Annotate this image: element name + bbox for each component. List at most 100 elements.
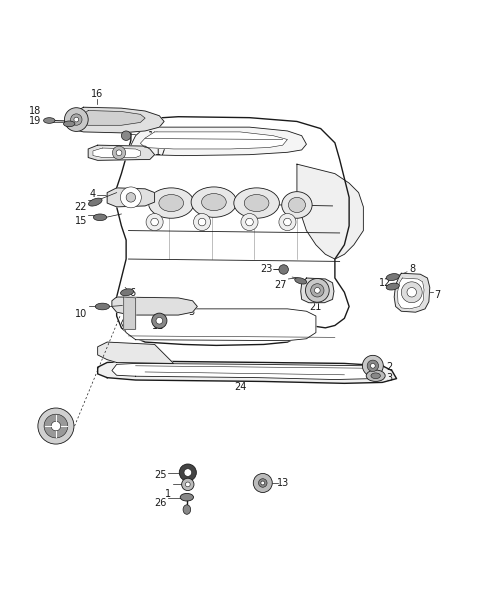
Text: 24: 24 xyxy=(234,382,246,392)
Text: 7: 7 xyxy=(434,290,441,299)
Ellipse shape xyxy=(44,118,55,124)
Polygon shape xyxy=(140,132,288,149)
Text: 9: 9 xyxy=(49,427,56,437)
Circle shape xyxy=(314,287,320,293)
Ellipse shape xyxy=(94,214,107,220)
Polygon shape xyxy=(107,188,155,207)
Ellipse shape xyxy=(63,121,75,127)
Circle shape xyxy=(407,287,417,297)
Circle shape xyxy=(184,469,192,476)
Polygon shape xyxy=(124,297,136,329)
Circle shape xyxy=(74,117,79,122)
Text: 11: 11 xyxy=(152,321,165,331)
Text: 27: 27 xyxy=(274,280,287,290)
Polygon shape xyxy=(397,278,424,309)
Text: 10: 10 xyxy=(75,309,87,318)
Ellipse shape xyxy=(386,274,399,280)
Circle shape xyxy=(146,213,163,230)
Text: 1: 1 xyxy=(165,489,171,499)
Circle shape xyxy=(112,146,126,159)
Text: 4: 4 xyxy=(89,188,96,198)
Text: 12: 12 xyxy=(380,278,392,287)
Ellipse shape xyxy=(148,188,194,218)
Circle shape xyxy=(401,282,422,303)
Text: 23: 23 xyxy=(260,264,272,274)
Polygon shape xyxy=(64,108,164,133)
Polygon shape xyxy=(117,116,349,345)
Text: 8: 8 xyxy=(410,264,416,274)
Circle shape xyxy=(246,218,253,226)
Ellipse shape xyxy=(159,194,183,211)
Text: 17: 17 xyxy=(155,147,167,157)
Circle shape xyxy=(116,150,122,156)
Circle shape xyxy=(253,473,272,492)
Text: 6: 6 xyxy=(130,288,136,298)
Ellipse shape xyxy=(244,194,269,211)
Polygon shape xyxy=(112,297,197,315)
Circle shape xyxy=(51,421,60,431)
Text: 21: 21 xyxy=(309,302,321,312)
Ellipse shape xyxy=(371,373,381,378)
Ellipse shape xyxy=(366,370,385,381)
Circle shape xyxy=(44,414,68,438)
Text: 22: 22 xyxy=(75,202,87,212)
Circle shape xyxy=(181,478,194,491)
Circle shape xyxy=(126,192,136,202)
Polygon shape xyxy=(301,278,334,303)
Ellipse shape xyxy=(202,194,226,211)
Circle shape xyxy=(179,464,196,481)
Text: 16: 16 xyxy=(91,89,103,99)
Circle shape xyxy=(279,213,296,230)
Ellipse shape xyxy=(282,192,312,218)
Circle shape xyxy=(198,218,206,226)
Text: 3: 3 xyxy=(386,372,392,383)
Circle shape xyxy=(305,279,329,302)
Circle shape xyxy=(261,481,264,485)
Ellipse shape xyxy=(386,283,399,290)
Circle shape xyxy=(259,479,267,487)
Text: 25: 25 xyxy=(154,470,167,480)
Ellipse shape xyxy=(180,494,193,501)
Ellipse shape xyxy=(295,277,307,284)
Polygon shape xyxy=(79,110,145,125)
Text: 2: 2 xyxy=(386,362,392,372)
Text: 13: 13 xyxy=(277,478,289,488)
Polygon shape xyxy=(112,364,373,380)
Circle shape xyxy=(71,114,82,125)
Circle shape xyxy=(193,213,211,230)
Text: 5: 5 xyxy=(188,307,194,317)
Text: 18: 18 xyxy=(28,106,41,116)
Circle shape xyxy=(279,265,288,274)
Polygon shape xyxy=(97,342,174,364)
Text: 14: 14 xyxy=(147,131,160,141)
Polygon shape xyxy=(97,361,396,383)
Circle shape xyxy=(151,218,158,226)
Polygon shape xyxy=(297,164,363,259)
Ellipse shape xyxy=(88,198,102,206)
Circle shape xyxy=(156,317,163,324)
Circle shape xyxy=(121,131,131,140)
Polygon shape xyxy=(93,148,140,157)
Ellipse shape xyxy=(234,188,279,218)
Circle shape xyxy=(284,218,291,226)
Circle shape xyxy=(371,364,375,368)
Ellipse shape xyxy=(191,187,237,217)
Polygon shape xyxy=(131,127,306,156)
Ellipse shape xyxy=(120,289,133,296)
Circle shape xyxy=(120,187,141,208)
Polygon shape xyxy=(88,145,155,160)
Ellipse shape xyxy=(288,197,305,213)
Text: 19: 19 xyxy=(28,116,41,127)
Ellipse shape xyxy=(183,505,191,514)
Circle shape xyxy=(64,108,88,131)
Text: 26: 26 xyxy=(154,498,167,508)
Text: 15: 15 xyxy=(75,216,87,226)
Ellipse shape xyxy=(96,303,109,310)
Circle shape xyxy=(362,355,384,376)
Polygon shape xyxy=(121,309,316,340)
Text: 20: 20 xyxy=(155,137,167,146)
Circle shape xyxy=(152,313,167,328)
Circle shape xyxy=(367,360,379,371)
Circle shape xyxy=(185,482,190,486)
Circle shape xyxy=(311,284,324,297)
